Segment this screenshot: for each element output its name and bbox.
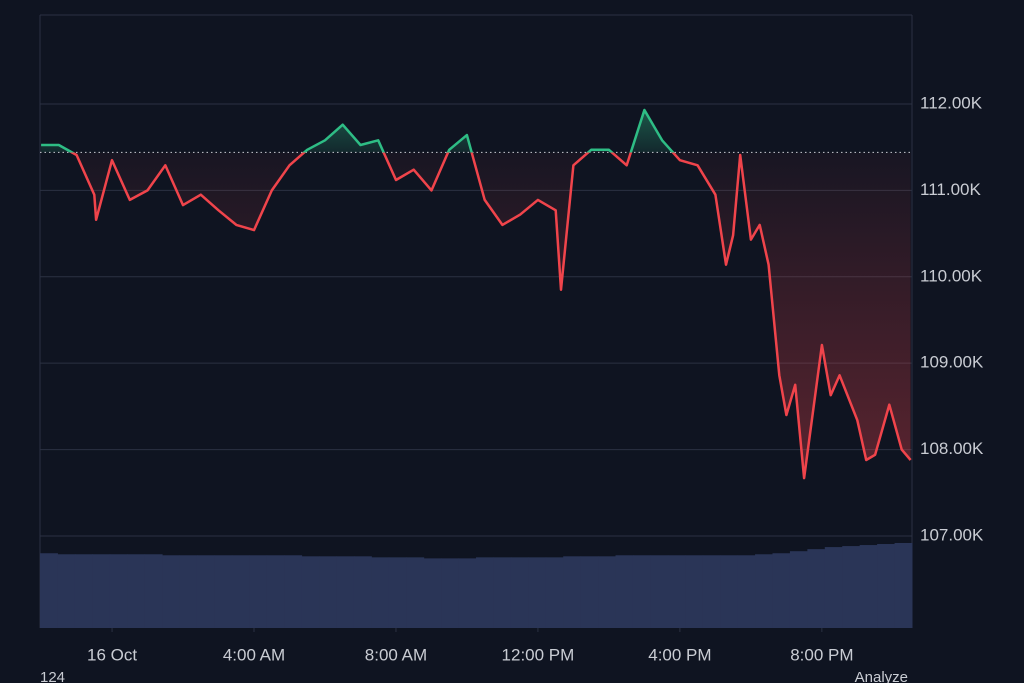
- volume-bar: [807, 549, 826, 628]
- volume-bar: [476, 557, 494, 628]
- volume-bar: [40, 553, 58, 628]
- volume-bar: [284, 555, 303, 628]
- volume-layer: [40, 543, 913, 628]
- volume-bar: [388, 557, 407, 628]
- volume-bar: [737, 555, 756, 628]
- volume-bar: [179, 555, 198, 628]
- volume-bar: [685, 555, 704, 628]
- volume-bar: [109, 554, 128, 628]
- volume-bar: [231, 555, 250, 628]
- volume-bar: [615, 555, 634, 628]
- y-tick-label: 108.00K: [920, 439, 984, 458]
- volume-bar: [214, 555, 233, 628]
- volume-bar: [423, 558, 442, 628]
- volume-bar: [877, 544, 896, 628]
- volume-bar: [824, 547, 843, 628]
- volume-bar: [162, 555, 181, 628]
- volume-bar: [353, 556, 372, 628]
- plot-layer: [40, 108, 912, 480]
- volume-bar: [266, 555, 285, 628]
- volume-bar: [842, 546, 861, 628]
- volume-bar: [650, 555, 669, 628]
- volume-bar: [301, 556, 320, 628]
- y-tick-label: 110.00K: [920, 266, 983, 285]
- x-tick-label: 4:00 AM: [223, 645, 285, 664]
- volume-bar: [57, 554, 76, 628]
- footer-left: 124: [40, 669, 65, 683]
- y-tick-label: 111.00K: [920, 180, 981, 199]
- x-tick-label: 8:00 PM: [790, 645, 853, 664]
- volume-bar: [371, 557, 390, 628]
- x-tick-label: 8:00 AM: [365, 645, 427, 664]
- volume-bar: [580, 556, 599, 628]
- volume-bar: [406, 557, 425, 628]
- area-fill: [41, 110, 911, 479]
- volume-bar: [545, 557, 564, 628]
- price-line: [41, 108, 912, 480]
- volume-bar: [528, 557, 547, 628]
- volume-bar: [127, 554, 146, 628]
- x-tick-label: 4:00 PM: [648, 645, 711, 664]
- volume-bar: [336, 556, 355, 628]
- y-tick-label: 107.00K: [920, 525, 984, 544]
- volume-bar: [632, 555, 651, 628]
- volume-bar: [441, 558, 460, 628]
- volume-bar: [720, 555, 739, 628]
- volume-bar: [319, 556, 337, 628]
- volume-bar: [92, 554, 111, 628]
- volume-bar: [249, 555, 268, 628]
- volume-bar: [598, 556, 617, 628]
- labels-layer: 107.00K 108.00K 109.00K 110.00K 111.00K 112.0…: [87, 93, 984, 664]
- volume-bar: [789, 551, 808, 628]
- volume-bar: [458, 558, 477, 628]
- volume-bar: [772, 553, 791, 628]
- volume-bar: [74, 554, 93, 628]
- volume-bar: [510, 557, 529, 628]
- volume-bar: [894, 543, 913, 628]
- volume-bar: [702, 555, 721, 628]
- volume-bar: [667, 555, 686, 628]
- volume-bar: [144, 554, 163, 628]
- x-tick-label: 12:00 PM: [502, 645, 575, 664]
- volume-bar: [196, 555, 215, 628]
- volume-bar: [859, 545, 878, 628]
- y-tick-label: 109.00K: [920, 353, 984, 372]
- y-tick-label: 112.00K: [920, 93, 983, 112]
- volume-bar: [493, 557, 512, 628]
- volume-bar: [755, 554, 773, 628]
- volume-bar: [563, 556, 582, 628]
- footer-right[interactable]: Analyze: [855, 669, 908, 683]
- x-tick-label: 16 Oct: [87, 645, 137, 664]
